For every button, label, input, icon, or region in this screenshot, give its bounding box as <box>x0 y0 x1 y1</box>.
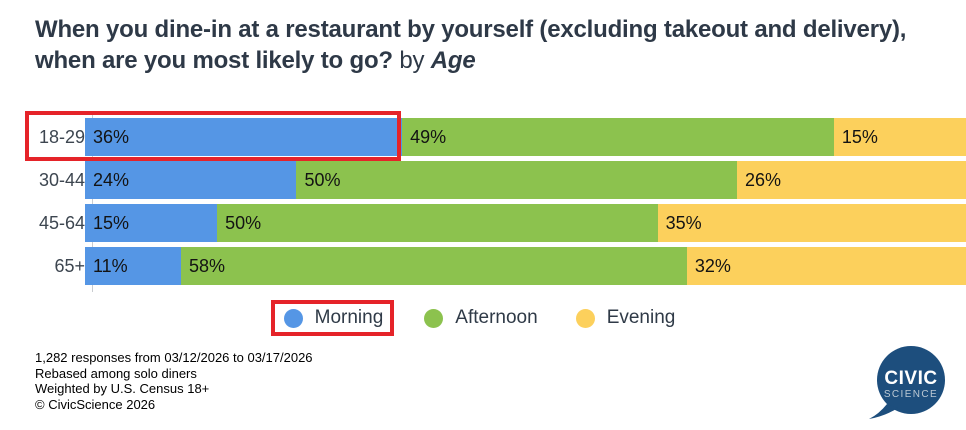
legend-label: Morning <box>314 307 384 328</box>
logo-text-civic: CIVIC <box>884 368 937 389</box>
legend-dot-morning <box>283 308 303 328</box>
chart-title-breakdown: Age <box>430 47 476 74</box>
logo-bubble <box>877 346 945 414</box>
category-label: 65+ <box>54 256 85 276</box>
bar-segment-evening[interactable]: 35% <box>657 204 966 242</box>
footnote-weighted: Weighted by U.S. Census 18+ <box>35 381 210 397</box>
bar-value-label: 58% <box>188 256 225 276</box>
footnote-rebased: Rebased among solo diners <box>35 365 197 381</box>
civicscience-logo: CIVIC SCIENCE <box>869 346 945 419</box>
legend-item-morning[interactable]: Morning <box>270 300 395 336</box>
bar-value-label: 50% <box>304 170 341 190</box>
category-label: 30-44 <box>38 170 85 190</box>
bar-chart: 18-29 36% 49% 15% 30-44 24% 50% 26% 45-64 15% 50% 3… <box>0 118 966 285</box>
footnotes: 1,282 responses from 03/12/2026 to 03/17… <box>35 350 313 413</box>
bar-row: 30-44 24% 50% 26% <box>0 161 966 199</box>
bar-value-label: 50% <box>225 213 262 233</box>
bar-value-label: 24% <box>93 170 130 190</box>
bar-segment-evening[interactable]: 26% <box>736 161 966 199</box>
bar-value-label: 15% <box>841 127 878 147</box>
bar-value-label: 49% <box>410 127 447 147</box>
legend-dot-afternoon <box>424 308 444 328</box>
bar-value-label: 35% <box>665 213 702 233</box>
bar-segment-morning[interactable]: 24% <box>85 161 297 199</box>
y-axis-line <box>92 112 93 292</box>
bar-segment-evening[interactable]: 15% <box>833 118 966 156</box>
bar-value-label: 36% <box>93 127 130 147</box>
bar-segment-afternoon[interactable]: 58% <box>180 247 687 285</box>
legend-label: Afternoon <box>455 307 538 328</box>
bar-value-label: 26% <box>744 170 781 190</box>
bar-segment-morning[interactable]: 15% <box>85 204 218 242</box>
category-label: 45-64 <box>38 213 85 233</box>
legend-item-afternoon[interactable]: Afternoon <box>416 302 545 334</box>
chart-title-question: When you dine-in at a restaurant by your… <box>35 16 907 74</box>
legend-item-evening[interactable]: Evening <box>568 302 684 334</box>
bar-segment-afternoon[interactable]: 50% <box>217 204 658 242</box>
bar-row: 18-29 36% 49% 15% <box>0 118 966 156</box>
chart-title: When you dine-in at a restaurant by your… <box>35 14 935 76</box>
bar-segment-evening[interactable]: 32% <box>686 247 966 285</box>
logo-bubble-tail <box>869 404 898 419</box>
footnote-responses: 1,282 responses from 03/12/2026 to 03/17… <box>35 350 313 365</box>
chart-legend: Morning Afternoon Evening <box>0 300 954 336</box>
bar-value-label: 32% <box>694 256 731 276</box>
bar-value-label: 15% <box>93 213 130 233</box>
category-label: 18-29 <box>38 127 85 147</box>
bar-segment-afternoon[interactable]: 49% <box>402 118 834 156</box>
bar-segment-morning[interactable]: 36% <box>85 118 403 156</box>
legend-label: Evening <box>606 307 676 328</box>
bar-value-label: 11% <box>93 256 128 276</box>
bar-segment-morning[interactable]: 11% <box>85 247 181 285</box>
legend-dot-evening <box>575 308 595 328</box>
bar-row: 45-64 15% 50% 35% <box>0 204 966 242</box>
bar-segment-afternoon[interactable]: 50% <box>296 161 737 199</box>
chart-title-connector: by <box>399 47 425 74</box>
footnote-copyright: © CivicScience 2026 <box>35 397 156 413</box>
bar-row: 65+ 11% 58% 32% <box>0 247 966 285</box>
logo-text-science: SCIENCE <box>884 389 938 400</box>
